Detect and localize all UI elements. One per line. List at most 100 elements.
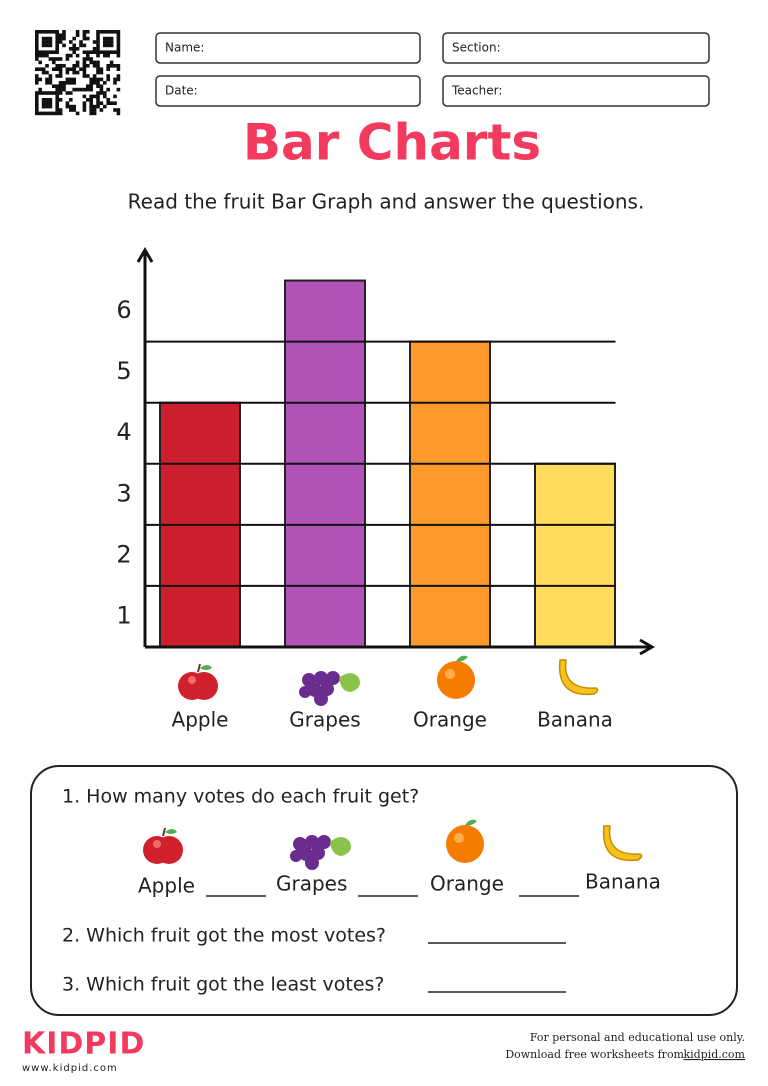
qr-cell [89,77,93,82]
qr-cell [55,47,59,51]
qr-cell [48,57,53,61]
qr-cell [106,77,110,82]
qr-cell [116,77,121,82]
qr-cell [86,84,90,88]
bar-chart: 1 2 3 4 5 6 [116,247,655,656]
qr-cell [69,40,73,44]
qr-cell [38,87,42,92]
qr-cell [116,40,121,44]
qr-cell [45,91,49,95]
qr-cell [72,81,76,85]
qr-cell [69,98,73,102]
qr-cell [86,74,90,78]
qr-cell [65,91,70,95]
qr-cell [58,36,63,41]
qr-cell [82,104,87,109]
header-fields: Name: Section: Date: Teacher: [155,32,710,107]
url: www.kidpid.com [22,1063,118,1074]
qr-cell [65,81,70,85]
qr-cell [75,87,80,92]
qr-cell [82,43,87,48]
qr-cell [72,108,76,112]
qr-cell [92,111,97,116]
qr-cell [86,87,90,92]
qr-cell [116,111,121,116]
qr-cell [82,70,87,75]
qr-cell [41,30,46,34]
qr-cell [35,98,39,102]
qr-cell [96,43,100,48]
link[interactable]: kidpid.com [683,1048,745,1061]
fruit-icons [177,655,599,706]
qr-cell [58,57,63,61]
qr-cell [103,104,107,109]
qr-cell [52,111,56,116]
qr-cell [72,104,76,109]
qr-cell [62,43,66,48]
qr-cell [116,30,121,34]
qr-cell [58,111,63,116]
qr-cell [116,67,121,71]
question: 2. Which fruit got the most votes? [62,925,386,947]
qr-cell [35,36,39,41]
y-tick-label: 2 [116,540,131,568]
qr-cell [52,57,56,61]
qr-cell [65,101,70,105]
qr-cell [35,101,39,105]
qr-cell [109,64,114,68]
qr-cell [99,50,104,54]
qr-cell [58,64,63,68]
qr-cell [62,30,66,34]
qr-cell [116,36,121,41]
answer-icons [142,819,643,870]
qr-cell [41,67,46,71]
qr-cell [113,30,117,34]
qr-cell [82,33,87,37]
qr-cell [103,81,107,85]
qr-cell [52,50,56,54]
qr-cell [41,91,46,95]
qr-cell [96,81,100,85]
qr-cell [106,87,110,92]
qr-cell [48,77,53,82]
qr-cell [58,108,63,112]
qr-cell [55,108,59,112]
qr-cell [75,60,80,65]
qr-cell [45,77,49,82]
qr-cell [89,84,93,88]
qr-cell [62,87,66,92]
grapes-icon [290,835,351,870]
qr-cell [41,40,46,44]
qr-cell [96,101,100,105]
qr-cell [82,57,87,61]
qr-cell [72,64,76,68]
qr-cell [79,87,83,92]
qr-cell [65,53,70,58]
qr-cell [48,40,53,44]
qr-cell [55,87,59,92]
y-tick-label: 6 [116,296,131,324]
qr-cell [35,94,39,99]
qr-cell [92,60,97,65]
qr-cell [75,30,80,34]
qr-cell [55,40,59,44]
qr-cell [55,33,59,37]
qr-cell [113,101,117,105]
qr-cell [92,74,97,78]
qr-cell [89,94,93,99]
qr-cell [82,36,87,41]
answer-label: Orange [430,872,504,896]
qr-cell [116,50,121,54]
apple-icon [142,827,184,865]
qr-cell [38,53,42,58]
qr-cell [99,70,104,75]
qr-cell [65,104,70,109]
qr-cell [52,67,56,71]
qr-cell [72,87,76,92]
qr-cell [96,30,100,34]
qr-cell [69,53,73,58]
qr-cell [55,64,59,68]
qr-cell [58,81,63,85]
qr-cell [89,111,93,116]
x-tick-label: Apple [172,708,229,732]
